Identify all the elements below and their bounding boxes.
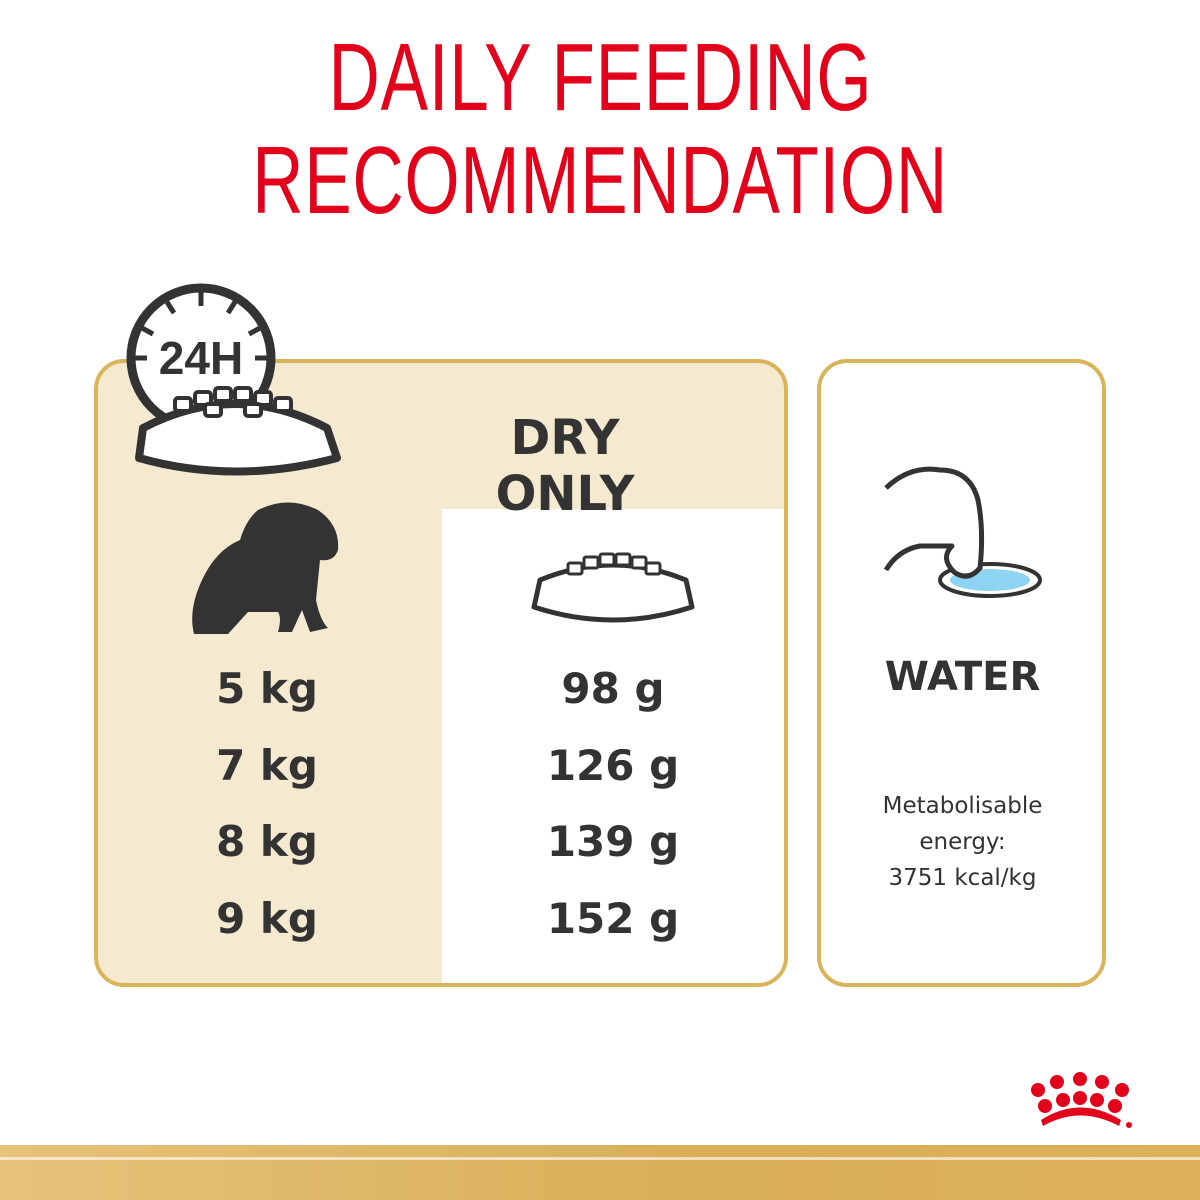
royal-canin-logo (1031, 1072, 1132, 1128)
weight-value: 9 kg (216, 894, 318, 943)
dog-icon (192, 502, 339, 634)
amount-value: 126 g (546, 741, 680, 790)
energy-line-1: Metabolisable (882, 793, 1043, 819)
energy-info: Metabolisable energy: 3751 kcal/kg (818, 788, 1107, 896)
water-label: WATER (884, 654, 1041, 700)
weight-value: 5 kg (216, 664, 318, 713)
amount-value: 152 g (546, 894, 680, 943)
title-line-2: RECOMMENDATION (252, 127, 948, 234)
energy-value: 3751 kcal/kg (888, 865, 1037, 891)
gold-footer-band (0, 1145, 1200, 1200)
amount-value: 139 g (546, 817, 680, 866)
weight-value: 8 kg (216, 817, 318, 866)
food-bowl-icon (531, 552, 695, 623)
water-panel (817, 359, 1106, 987)
clock-label: 24H (159, 332, 243, 384)
amount-value: 98 g (561, 664, 665, 713)
title-line-1: DAILY FEEDING (328, 24, 872, 131)
dry-only-heading: DRY ONLY (495, 410, 635, 522)
weight-value: 7 kg (216, 741, 318, 790)
energy-line-2: energy: (919, 829, 1006, 855)
clock-with-food-bowl-icon: 24H (126, 283, 341, 476)
water-bowl-icon (883, 466, 1042, 598)
